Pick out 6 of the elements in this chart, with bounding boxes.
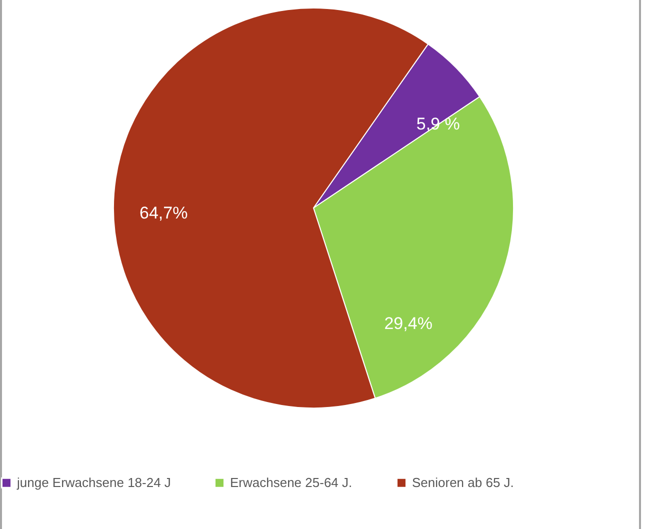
data-label: 64,7% (140, 204, 188, 223)
legend-label: junge Erwachsene 18-24 J (16, 474, 171, 490)
data-label: 5,9 % (416, 114, 460, 134)
legend-label: Erwachsene 25-64 J. (230, 474, 352, 490)
data-label: 29,4% (384, 314, 432, 334)
legend-label: Senioren ab 65 J. (412, 474, 514, 490)
